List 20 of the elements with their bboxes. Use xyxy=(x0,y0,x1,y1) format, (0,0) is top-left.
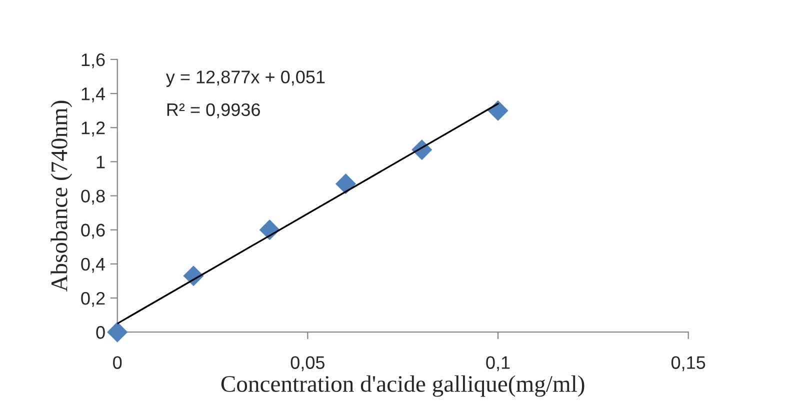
y-tick-label: 1 xyxy=(96,156,105,168)
y-tick-label: 0,8 xyxy=(81,190,105,205)
x-tick-label: 0,05 xyxy=(290,356,324,372)
y-tick-label: 1,2 xyxy=(82,122,105,136)
point xyxy=(335,174,356,194)
y-axis-title: Absobance (740nm) xyxy=(50,100,72,292)
point xyxy=(107,322,128,342)
y-tick-label: 0 xyxy=(96,326,105,339)
y-tick-label: 1,6 xyxy=(82,53,105,68)
annotation: y = 12,877x + 0,051 xyxy=(166,70,325,87)
y-tick-label: 0,6 xyxy=(81,224,105,239)
x-tick-label: 0,1 xyxy=(486,356,510,372)
y-tick-label: 1,4 xyxy=(82,88,106,102)
x-tick-label: 0,15 xyxy=(671,356,706,372)
y-tick-label: 0,4 xyxy=(81,258,106,273)
annotation: R² = 0,9936 xyxy=(167,103,260,118)
point xyxy=(488,100,508,121)
y-tick-label: 0,2 xyxy=(81,292,105,307)
x-tick-label: 0 xyxy=(113,356,122,369)
x-axis-title: Concentration d'acide gallique(mg/ml) xyxy=(221,375,584,397)
